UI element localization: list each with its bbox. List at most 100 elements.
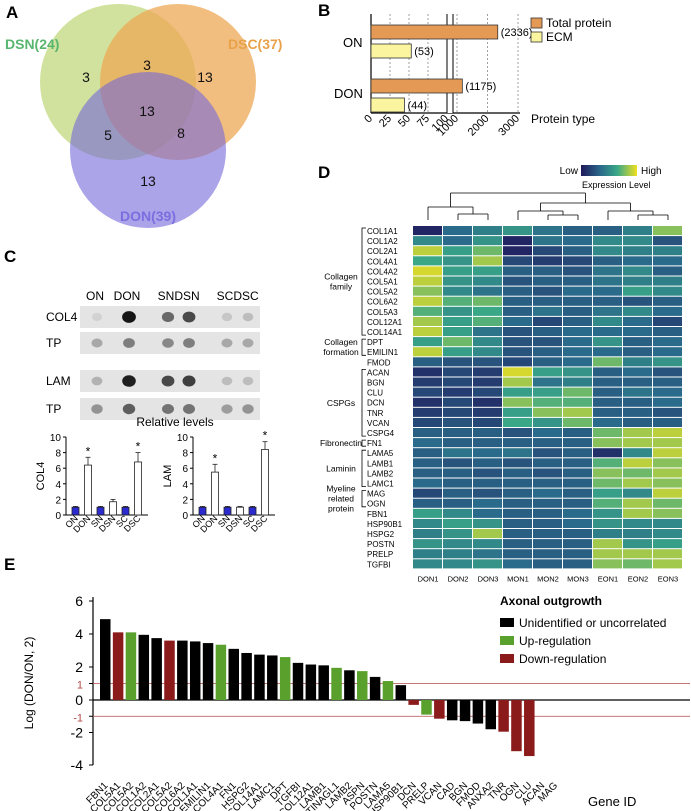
heatmap-cell <box>653 559 682 569</box>
heatmap-row-label: DPT <box>367 338 383 347</box>
heatmap-cell <box>593 387 622 397</box>
heatmap-cell <box>653 498 682 508</box>
blot-dot <box>242 404 254 414</box>
heatmap-cell <box>563 357 592 367</box>
heatmap-cell <box>473 529 502 539</box>
blot-dot <box>161 375 175 387</box>
heatmap-row-label: COL5A2 <box>367 288 398 297</box>
gene-bar <box>267 655 278 700</box>
venn-count-don-only: 13 <box>140 173 156 189</box>
heatmap-row-label: COL1A1 <box>367 227 398 236</box>
heatmap-cell <box>653 529 682 539</box>
heatmap-cell <box>503 306 532 316</box>
heatmap-cell <box>533 529 562 539</box>
heatmap-cell <box>413 276 442 286</box>
heatmap-cell <box>593 539 622 549</box>
heatmap-cell <box>593 377 622 387</box>
venn-count-dsc-don: 8 <box>177 125 185 141</box>
gene-bar <box>164 640 175 700</box>
heatmap-cell <box>503 316 532 326</box>
heatmap-cell <box>443 286 472 296</box>
gene-bar <box>215 644 227 700</box>
gene-bar <box>125 632 137 700</box>
heatmap-cell <box>563 559 592 569</box>
heatmap-cell <box>473 226 502 236</box>
heatmap-cell <box>503 226 532 236</box>
group-label: protein <box>328 504 354 514</box>
blot-column-label: SC <box>217 289 234 303</box>
panel-d: D Low High Expression Level COL1A1COL1A2… <box>318 163 682 583</box>
heatmap-cell <box>413 367 442 377</box>
heatmap-cell <box>443 478 472 488</box>
heatmap-cell <box>653 377 682 387</box>
heatmap-cell <box>533 306 562 316</box>
heatmap-cell <box>623 296 652 306</box>
heatmap-row-label: COL5A1 <box>367 278 398 287</box>
heatmap-cell <box>443 236 472 246</box>
group-label: formation <box>323 347 359 357</box>
y-tick-label: -2 <box>71 725 84 741</box>
heatmap-column-label: MON2 <box>537 574 559 583</box>
heatmap-cell <box>623 226 652 236</box>
heatmap-cell <box>503 246 532 256</box>
heatmap-cell <box>563 327 592 337</box>
heatmap-row-label: TGFBI <box>367 560 391 569</box>
heatmap-cell <box>533 357 562 367</box>
heatmap-cell <box>623 417 652 427</box>
heatmap-cell <box>533 539 562 549</box>
gene-bar <box>511 700 522 752</box>
x-tick-label: 75 <box>415 113 432 130</box>
heatmap-cell <box>623 327 652 337</box>
heatmap-row-label: COL14A1 <box>367 328 403 337</box>
heatmap-cell <box>623 518 652 528</box>
heatmap-cell <box>473 246 502 256</box>
heatmap-cell <box>443 337 472 347</box>
legend-label-ecm: ECM <box>546 30 573 44</box>
heatmap-cell <box>533 559 562 569</box>
panel-c: C ON DON SN DSN SC DSC COL4 TP LAM TP Relative le… <box>4 247 275 535</box>
heatmap-cell <box>413 468 442 478</box>
heatmap-cell <box>413 397 442 407</box>
y-tick-label: 0 <box>55 511 61 522</box>
heatmap-cell <box>623 246 652 256</box>
heatmap-cell <box>563 488 592 498</box>
heatmap-cell <box>623 428 652 438</box>
heatmap-cell <box>473 549 502 559</box>
heatmap-cell <box>503 448 532 458</box>
heatmap-cell <box>623 337 652 347</box>
heatmap-cell <box>623 397 652 407</box>
gene-bar <box>279 657 291 700</box>
y-tick-label: 4 <box>55 480 61 491</box>
heatmap-cell <box>533 286 562 296</box>
group-label: related <box>328 494 354 504</box>
heatmap-cell <box>593 236 622 246</box>
blot-column-label: ON <box>86 289 104 303</box>
heatmap-cell <box>443 559 472 569</box>
blot-dot <box>242 338 254 348</box>
heatmap-cell <box>473 508 502 518</box>
group-label: Laminin <box>326 463 356 473</box>
heatmap-cell <box>653 286 682 296</box>
heatmap-cell <box>503 357 532 367</box>
heatmap-cell <box>623 559 652 569</box>
heatmap-cell <box>413 478 442 488</box>
dot-blot: ON DON SN DSN SC DSC COL4 TP LAM TP <box>46 289 260 420</box>
heatmap-cell <box>563 387 592 397</box>
group-bracket <box>361 338 366 356</box>
heatmap-cell <box>443 276 472 286</box>
bar-value-label: (53) <box>414 46 434 58</box>
heatmap-cell <box>503 458 532 468</box>
y-tick-label: 8 <box>55 449 61 460</box>
heatmap-cell <box>473 266 502 276</box>
x-tick-label: 50 <box>396 113 413 130</box>
axis-break <box>447 14 453 113</box>
heatmap-cell <box>413 236 442 246</box>
heatmap-cell <box>473 518 502 528</box>
heatmap-cell <box>653 296 682 306</box>
heatmap-cell <box>533 226 562 236</box>
group-label: Myeline <box>326 484 356 494</box>
blot-row-label: LAM <box>46 374 71 388</box>
heatmap-cell <box>473 316 502 326</box>
heatmap-column-label: MON1 <box>507 574 529 583</box>
heatmap-cell <box>593 266 622 276</box>
